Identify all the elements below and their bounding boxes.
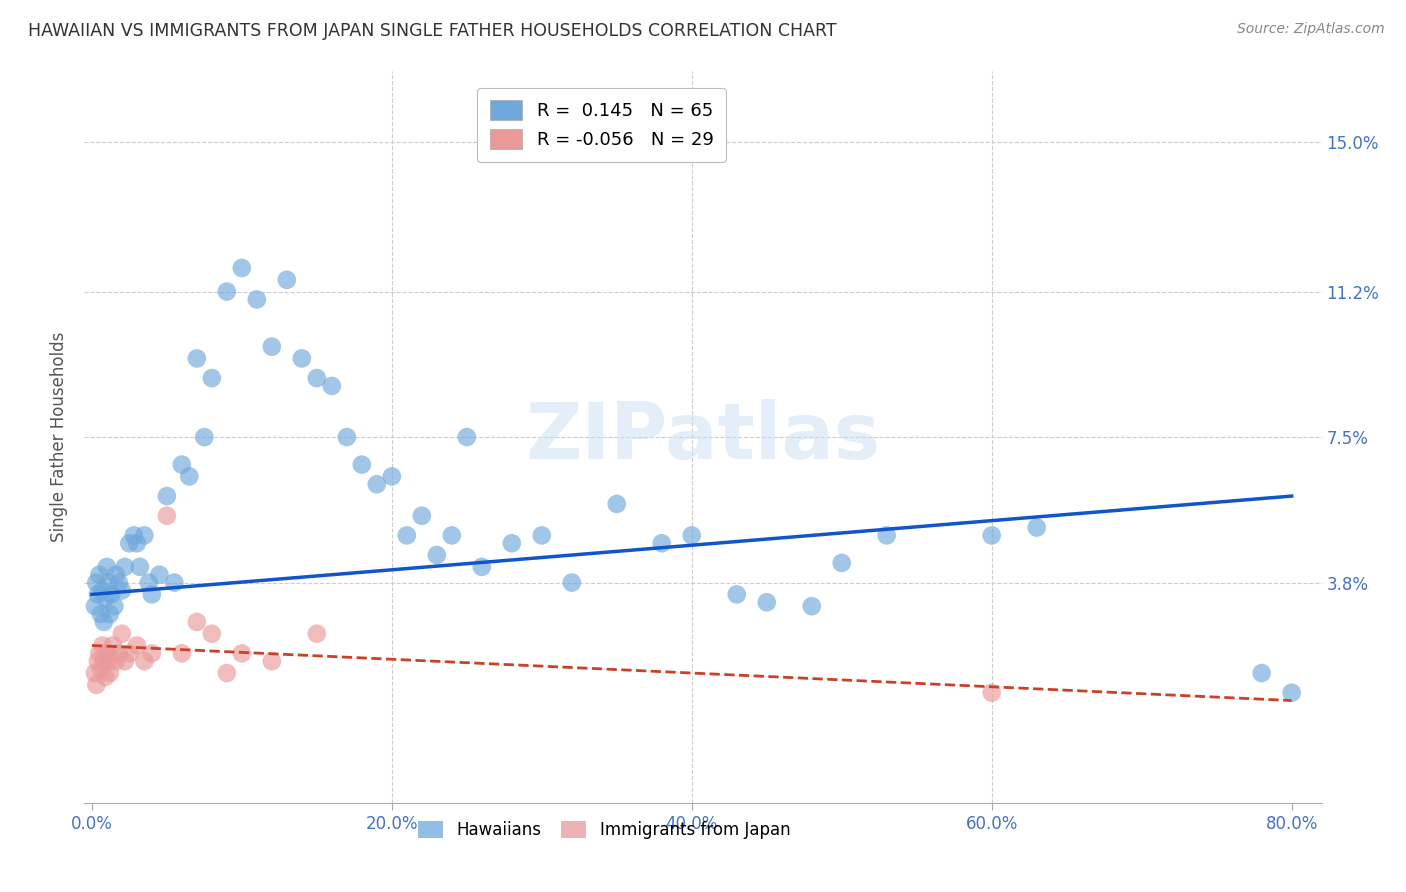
Point: [395, 528, 418, 542]
Text: HAWAIIAN VS IMMIGRANTS FROM JAPAN SINGLE FATHER HOUSEHOLDS CORRELATION CHART: HAWAIIAN VS IMMIGRANTS FROM JAPAN SINGLE…: [28, 22, 837, 40]
Point: [91, 583, 114, 598]
Point: [128, 559, 150, 574]
Point: [94, 670, 117, 684]
Point: [530, 528, 553, 542]
Point: [231, 646, 253, 660]
Point: [980, 528, 1002, 542]
Point: [134, 654, 156, 668]
Point: [114, 559, 136, 574]
Point: [118, 536, 141, 550]
Point: [831, 556, 853, 570]
Point: [291, 351, 314, 366]
Point: [201, 626, 224, 640]
Point: [93, 654, 115, 668]
Point: [156, 489, 179, 503]
Point: [86, 575, 108, 590]
Point: [103, 599, 125, 614]
Point: [186, 351, 208, 366]
Point: [97, 654, 120, 668]
Point: [725, 587, 748, 601]
Point: [125, 536, 148, 550]
Point: [321, 379, 343, 393]
Point: [104, 654, 127, 668]
Point: [163, 575, 186, 590]
Point: [350, 458, 373, 472]
Point: [108, 646, 131, 660]
Point: [201, 371, 224, 385]
Point: [86, 678, 108, 692]
Point: [260, 654, 283, 668]
Point: [501, 536, 523, 550]
Point: [215, 285, 238, 299]
Text: ZIPatlas: ZIPatlas: [526, 399, 880, 475]
Point: [426, 548, 449, 562]
Point: [276, 273, 298, 287]
Point: [90, 662, 112, 676]
Point: [118, 646, 141, 660]
Point: [231, 260, 253, 275]
Point: [305, 626, 328, 640]
Point: [471, 559, 494, 574]
Point: [91, 639, 114, 653]
Point: [148, 567, 170, 582]
Point: [561, 575, 583, 590]
Point: [366, 477, 388, 491]
Point: [104, 567, 127, 582]
Point: [97, 575, 120, 590]
Point: [114, 654, 136, 668]
Y-axis label: Single Father Households: Single Father Households: [51, 332, 69, 542]
Point: [606, 497, 628, 511]
Point: [138, 575, 160, 590]
Point: [456, 430, 478, 444]
Point: [800, 599, 823, 614]
Point: [440, 528, 463, 542]
Point: [1281, 686, 1303, 700]
Point: [108, 575, 131, 590]
Point: [101, 639, 124, 653]
Point: [125, 639, 148, 653]
Point: [83, 599, 105, 614]
Point: [134, 528, 156, 542]
Point: [98, 666, 121, 681]
Legend: Hawaiians, Immigrants from Japan: Hawaiians, Immigrants from Japan: [411, 814, 797, 846]
Point: [246, 293, 269, 307]
Point: [122, 528, 145, 542]
Point: [179, 469, 201, 483]
Point: [876, 528, 898, 542]
Point: [111, 626, 134, 640]
Point: [651, 536, 673, 550]
Point: [94, 591, 117, 606]
Point: [381, 469, 404, 483]
Point: [93, 615, 115, 629]
Point: [170, 646, 193, 660]
Point: [215, 666, 238, 681]
Point: [681, 528, 703, 542]
Point: [1025, 520, 1047, 534]
Point: [87, 654, 110, 668]
Point: [111, 583, 134, 598]
Point: [89, 567, 111, 582]
Point: [411, 508, 433, 523]
Point: [755, 595, 778, 609]
Point: [305, 371, 328, 385]
Point: [170, 458, 193, 472]
Point: [90, 607, 112, 621]
Point: [96, 646, 118, 660]
Point: [156, 508, 179, 523]
Point: [1250, 666, 1272, 681]
Point: [260, 340, 283, 354]
Point: [980, 686, 1002, 700]
Point: [96, 559, 118, 574]
Point: [87, 587, 110, 601]
Point: [141, 587, 163, 601]
Point: [83, 666, 105, 681]
Point: [98, 607, 121, 621]
Point: [100, 587, 122, 601]
Point: [193, 430, 215, 444]
Point: [89, 646, 111, 660]
Text: Source: ZipAtlas.com: Source: ZipAtlas.com: [1237, 22, 1385, 37]
Point: [141, 646, 163, 660]
Point: [336, 430, 359, 444]
Point: [186, 615, 208, 629]
